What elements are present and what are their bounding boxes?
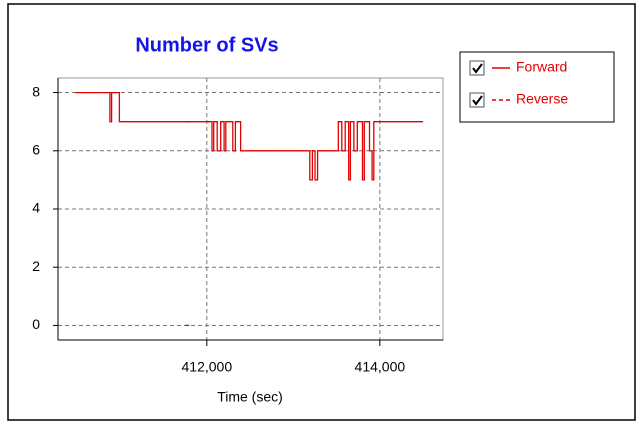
legend-check (472, 63, 483, 74)
series-line (185, 121, 191, 327)
chart-title: Number of SVs (135, 34, 278, 56)
legend-label: Forward (516, 59, 567, 75)
legend-box (459, 51, 615, 123)
x-tick-label: 414,000 (355, 359, 406, 375)
legend-label: Reverse (516, 91, 568, 107)
legend-checkbox (469, 92, 485, 108)
legend-check (472, 95, 483, 106)
y-tick-label: 4 (32, 200, 40, 216)
x-axis-label: Time (sec) (217, 389, 283, 405)
legend-checkbox (469, 60, 485, 76)
y-tick-label: 6 (32, 141, 40, 157)
x-tick-label: 412,000 (182, 359, 233, 375)
legend: Forward Reverse (459, 51, 615, 123)
y-tick-label: 0 (32, 316, 40, 332)
y-tick-label: 2 (32, 258, 40, 274)
y-tick-label: 8 (32, 83, 40, 99)
series-line (75, 91, 424, 181)
